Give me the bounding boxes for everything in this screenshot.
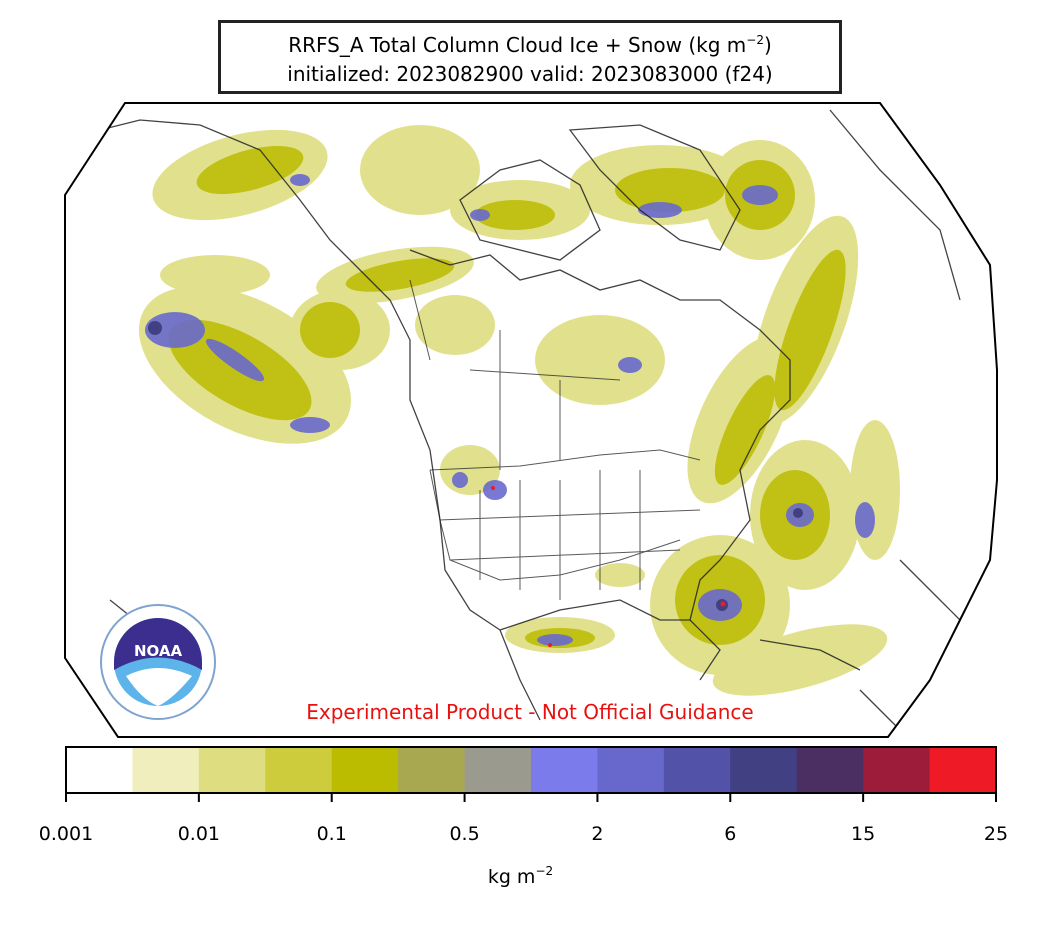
- colorbar-tick-label: 0.1: [316, 823, 347, 845]
- colorbar-swatch: [265, 747, 333, 793]
- colorbar-swatch: [597, 747, 665, 793]
- colorbar-swatch: [929, 747, 997, 793]
- colorbar-unit-label: kg m−2: [487, 864, 554, 888]
- borders: [409, 279, 701, 600]
- colorbar-tick-label: 0.001: [38, 823, 94, 845]
- field-extreme: [491, 486, 726, 647]
- colorbar-tick-label: 25: [983, 823, 1009, 845]
- colorbar-swatch: [398, 747, 466, 793]
- colorbar-tick-label: 6: [724, 823, 737, 845]
- colorbar-border: [65, 746, 997, 794]
- noaa-logo-text: NOAA: [134, 642, 183, 660]
- field-mid: [168, 146, 846, 648]
- colorbar-tick-label: 2: [591, 823, 604, 845]
- map-field: [99, 109, 961, 731]
- map-subtitle: initialized: 2023082900 valid: 202308300…: [287, 62, 773, 86]
- colorbar-swatch: [331, 747, 399, 793]
- map-frame: [64, 102, 998, 738]
- map-title-box: RRFS_A Total Column Cloud Ice + Snow (kg…: [218, 20, 842, 94]
- colorbar-tick-label: 15: [851, 823, 876, 845]
- colorbar: [65, 746, 997, 802]
- colorbar-swatch: [531, 747, 598, 793]
- colorbar-swatch: [198, 747, 266, 793]
- colorbar-swatch: [730, 747, 798, 793]
- coastlines: [99, 109, 961, 731]
- colorbar-swatch: [132, 747, 200, 793]
- map-title: RRFS_A Total Column Cloud Ice + Snow (kg…: [288, 33, 772, 57]
- disclaimer-text: Experimental Product - Not Official Guid…: [306, 700, 754, 724]
- noaa-logo: NOAA: [100, 604, 216, 720]
- colorbar-swatch: [464, 747, 532, 793]
- colorbar-swatch: [66, 747, 133, 793]
- colorbar-swatch: [863, 747, 931, 793]
- colorbar-tick-label: 0.01: [177, 823, 220, 845]
- colorbar-swatch: [796, 747, 864, 793]
- colorbar-tick-label: 0.5: [449, 823, 480, 845]
- colorbar-swatch: [663, 747, 731, 793]
